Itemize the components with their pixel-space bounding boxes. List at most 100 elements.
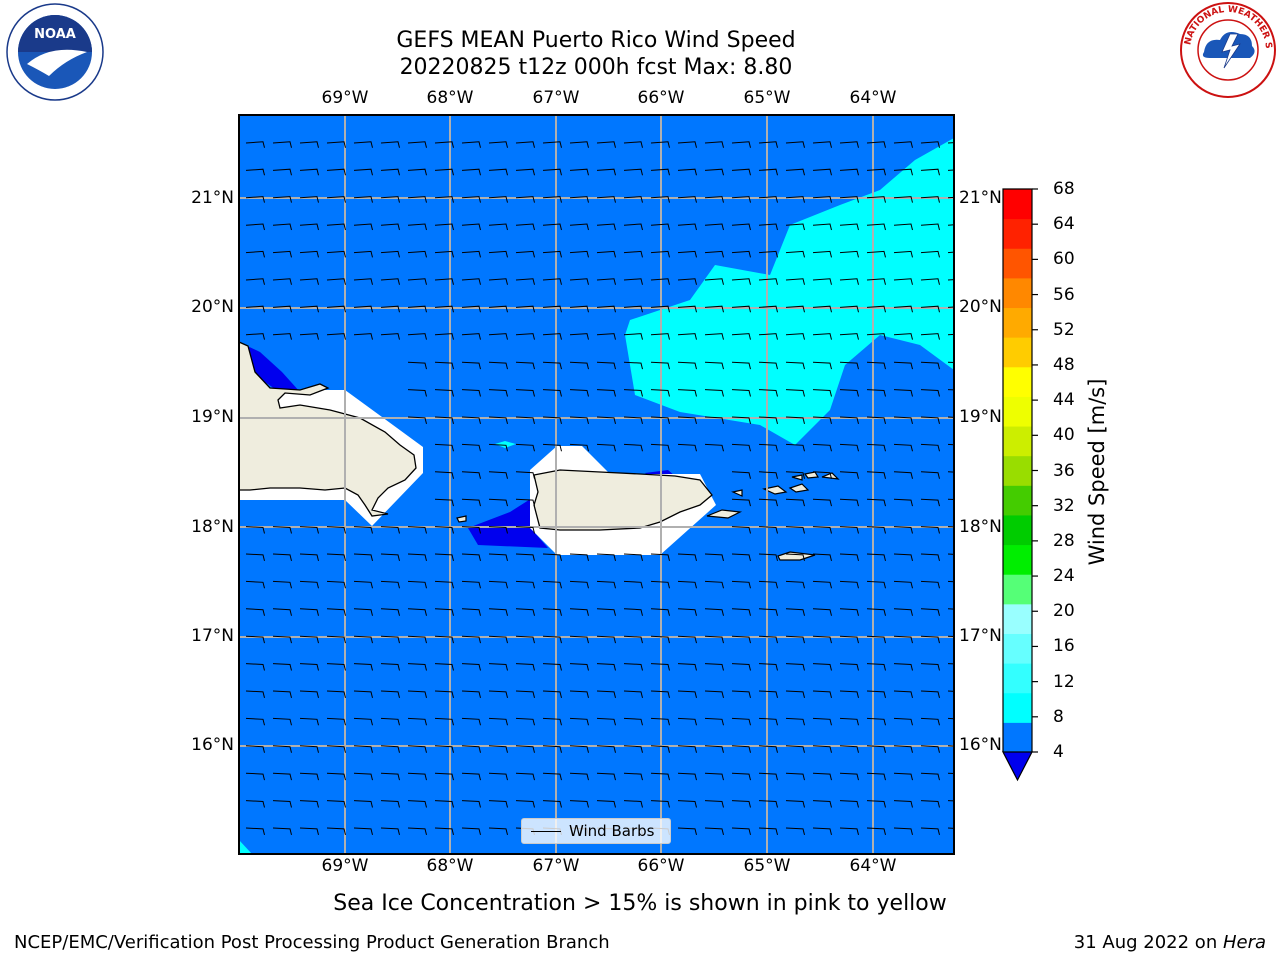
wind-barb <box>434 471 454 479</box>
wind-barb <box>596 389 616 397</box>
wind-barb <box>434 361 454 370</box>
wind-barb <box>650 745 670 753</box>
wind-barb <box>893 717 913 726</box>
wind-barb <box>461 635 481 644</box>
wind-barb <box>731 717 751 726</box>
wind-barb <box>677 717 697 726</box>
wind-barb <box>380 196 400 203</box>
wind-barb <box>407 580 427 589</box>
wind-barb <box>623 635 643 644</box>
wind-barb <box>650 553 670 562</box>
footer-date-machine: 31 Aug 2022 on Hera <box>1074 932 1266 953</box>
wind-barb <box>245 196 265 203</box>
wind-barb <box>380 772 400 781</box>
colorbar-tick-label: 68 <box>1053 179 1075 199</box>
wind-barb <box>272 250 292 258</box>
wind-barb <box>515 278 535 285</box>
wind-barb <box>758 141 778 148</box>
wind-barb <box>758 635 778 644</box>
wind-barb <box>677 196 697 203</box>
wind-barb <box>434 526 454 534</box>
lon-label-bottom: 68°W <box>426 856 474 876</box>
colorbar <box>1002 188 1038 782</box>
lon-label-top: 67°W <box>532 88 580 108</box>
wind-barb <box>623 141 643 148</box>
wind-barb <box>623 361 643 370</box>
wind-barb <box>542 553 562 562</box>
wind-barb <box>920 663 940 671</box>
wind-barb <box>893 635 913 644</box>
wind-barb <box>785 471 805 479</box>
wind-barb <box>866 168 886 176</box>
wind-barb <box>650 250 670 258</box>
wind-barb <box>623 443 643 452</box>
wind-barb <box>839 196 859 203</box>
wind-barb <box>785 717 805 726</box>
wind-barb <box>596 663 616 671</box>
wind-barb <box>785 580 805 589</box>
wind-barb <box>488 608 508 616</box>
wind-barb <box>515 580 535 589</box>
lon-label-bottom: 69°W <box>321 856 369 876</box>
wind-barb <box>785 361 805 370</box>
wind-barb <box>758 526 778 534</box>
wind-barb <box>650 416 670 425</box>
wind-under-4-west <box>239 342 300 398</box>
wind-barb <box>542 333 562 340</box>
colorbar-tick-label: 24 <box>1053 566 1075 587</box>
wind-barb <box>515 443 535 452</box>
wind-barb <box>785 196 805 203</box>
wind-barb <box>893 690 913 699</box>
wind-barb <box>272 223 292 231</box>
lon-label-top: 65°W <box>743 88 791 108</box>
wind-barb <box>866 250 886 258</box>
wind-barb <box>488 168 508 176</box>
wind-barb <box>839 663 859 671</box>
wind-barb <box>461 250 481 258</box>
wind-barb <box>758 196 778 203</box>
wind-barb <box>650 663 670 671</box>
wind-barb <box>542 416 562 425</box>
colorbar-box <box>1003 663 1032 694</box>
wind-barb <box>353 141 373 148</box>
wind-barb <box>704 827 724 836</box>
wind-barb <box>353 553 373 562</box>
wind-barb <box>731 608 751 616</box>
wind-barb <box>542 608 562 616</box>
wind-barb <box>353 168 373 176</box>
wind-barb <box>542 443 562 452</box>
wind-barb <box>677 250 697 258</box>
wind-barb <box>380 168 400 176</box>
wind-barb <box>623 800 643 808</box>
wind-barb <box>731 553 751 562</box>
land-hispaniola <box>239 341 417 517</box>
wind-barb <box>650 168 670 176</box>
wind-barb <box>434 553 454 562</box>
wind-barb <box>893 745 913 753</box>
wind-barb <box>488 498 508 507</box>
wind-barb <box>434 168 454 176</box>
wind-barb <box>650 333 670 340</box>
wind-barb <box>461 196 481 203</box>
wind-barb <box>866 141 886 148</box>
wind-barb <box>839 608 859 616</box>
wind-barb <box>650 443 670 452</box>
wind-barb <box>893 223 913 231</box>
wind-barb <box>920 250 940 258</box>
wind-barb <box>758 223 778 231</box>
wind-barb <box>353 250 373 258</box>
wind-barb <box>407 663 427 671</box>
wind-barb <box>299 223 319 231</box>
wind-barb <box>272 608 292 616</box>
wind-barb <box>326 635 346 644</box>
wind-barb <box>731 416 751 425</box>
wind-barb <box>245 553 265 562</box>
wind-barb <box>758 443 778 452</box>
wind-barb <box>434 717 454 726</box>
wind-barb <box>812 471 832 479</box>
wind-barb <box>731 745 751 753</box>
wind-barb <box>650 635 670 644</box>
wind-barb <box>488 196 508 203</box>
wind-barb <box>353 223 373 231</box>
wind-barb <box>758 827 778 836</box>
